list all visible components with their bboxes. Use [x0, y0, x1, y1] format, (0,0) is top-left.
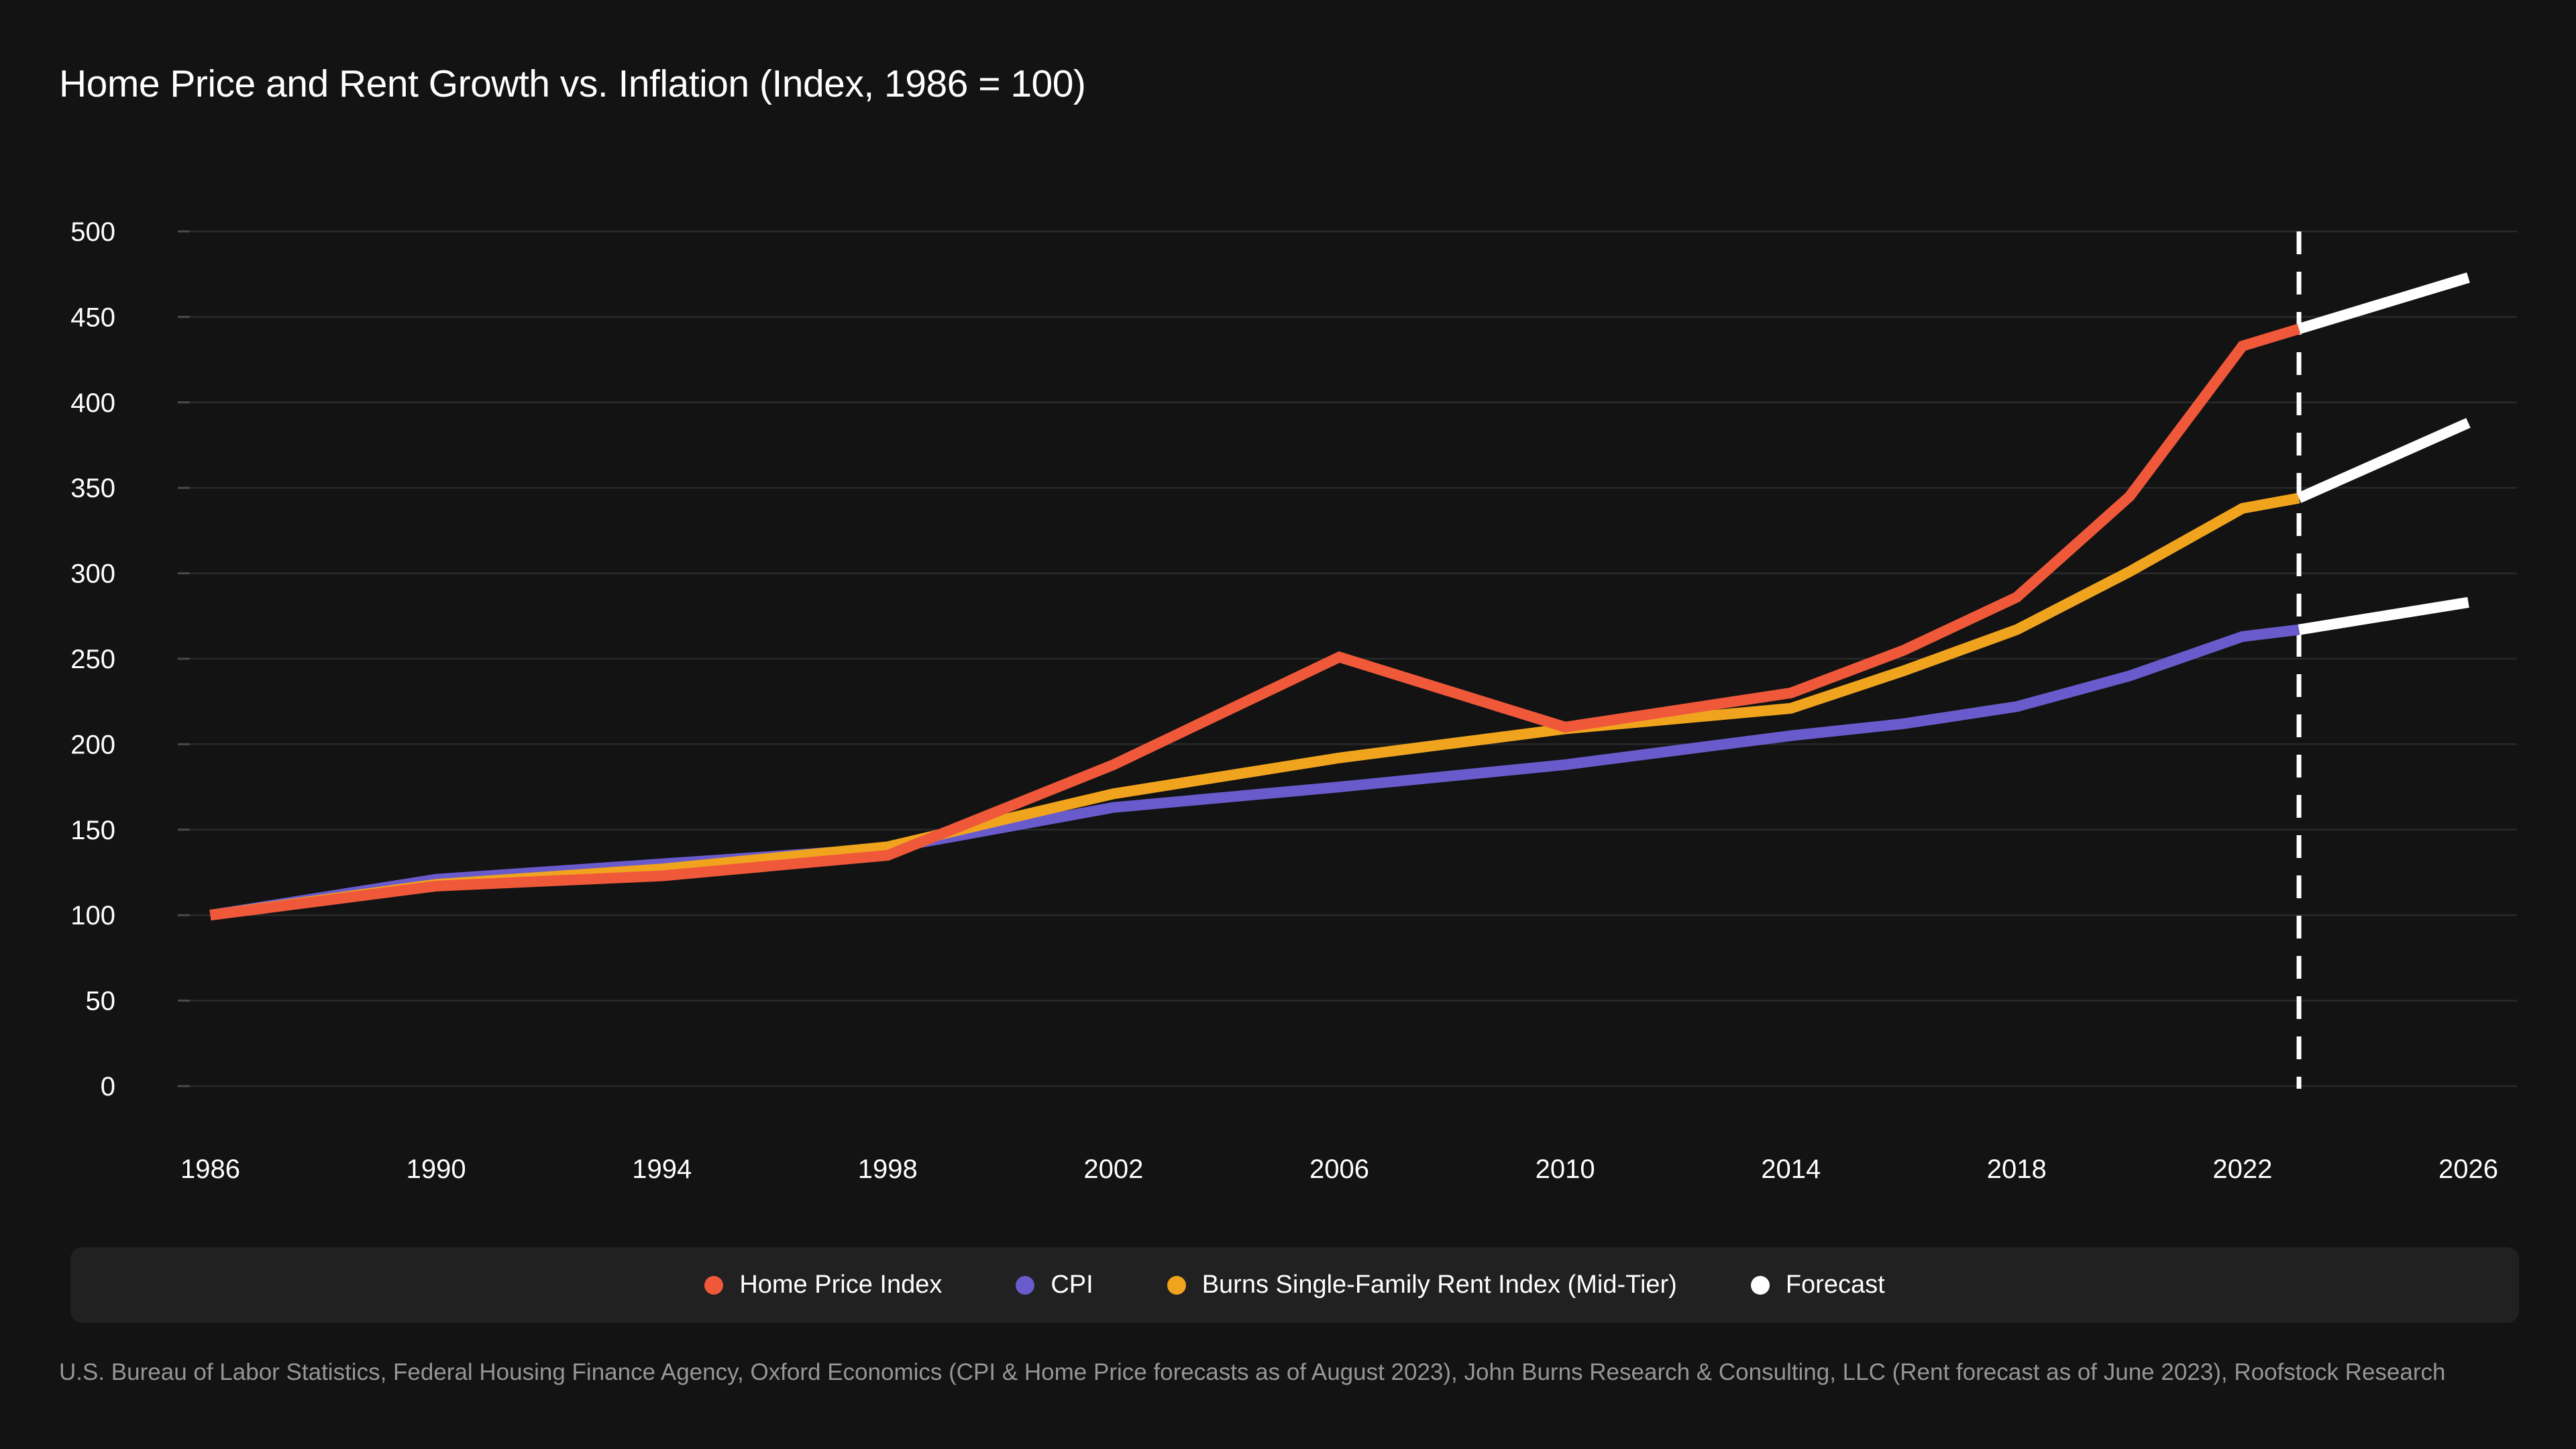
forecast-legend-dot-icon	[1750, 1275, 1770, 1295]
source-note: U.S. Bureau of Labor Statistics, Federal…	[59, 1359, 2446, 1385]
x-axis-label: 2022	[2212, 1155, 2272, 1184]
series-line-cpi-forecast	[2298, 597, 2469, 635]
legend-item-forecast: Forecast	[1750, 1271, 1885, 1299]
series-line-burns-single-family-rent-index-mid-tier-forecast	[2296, 418, 2471, 503]
x-axis-label: 2018	[1987, 1155, 2047, 1184]
x-axis-label: 2002	[1083, 1155, 1143, 1184]
y-axis-label: 0	[101, 1072, 115, 1102]
y-axis-label: 250	[70, 645, 115, 674]
y-axis-label: 450	[70, 303, 115, 332]
series-line-home-price-index-forecast	[2297, 272, 2470, 334]
x-axis-label: 2026	[2438, 1155, 2498, 1184]
x-axis-label: 1986	[180, 1155, 240, 1184]
legend-item-burns-single-family-rent-index-mid-tier: Burns Single-Family Rent Index (Mid-Tier…	[1167, 1271, 1677, 1299]
x-axis-label: 1990	[407, 1155, 466, 1184]
x-axis-label: 1998	[858, 1155, 918, 1184]
y-axis-label: 400	[70, 388, 115, 418]
cpi-legend-dot-icon	[1016, 1275, 1035, 1295]
legend-bar: Home Price Index CPI Burns Single-Family R…	[70, 1247, 2519, 1323]
legend-label: CPI	[1051, 1271, 1093, 1299]
y-axis-label: 100	[70, 901, 115, 930]
x-axis-label: 2010	[1536, 1155, 1595, 1184]
y-axis-label: 50	[86, 987, 116, 1016]
series-line-home-price-index	[209, 323, 2301, 921]
legend-item-home-price-index: Home Price Index	[704, 1271, 942, 1299]
legend-label: Home Price Index	[739, 1271, 943, 1299]
y-axis-label: 150	[70, 816, 115, 845]
y-axis-label: 350	[70, 474, 115, 503]
burns-single-family-rent-index-mid-tier-legend-dot-icon	[1167, 1275, 1186, 1295]
legend-label: Burns Single-Family Rent Index (Mid-Tier…	[1201, 1271, 1677, 1299]
home-price-index-legend-dot-icon	[704, 1275, 724, 1295]
y-axis-label: 200	[70, 730, 115, 759]
x-axis-label: 1994	[632, 1155, 692, 1184]
y-axis-label: 300	[70, 559, 115, 589]
legend-label: Forecast	[1785, 1271, 1885, 1299]
x-axis-label: 2014	[1761, 1155, 1821, 1184]
chart-title: Home Price and Rent Growth vs. Inflation…	[59, 62, 1086, 105]
x-axis-label: 2006	[1309, 1155, 1369, 1184]
y-axis-label: 500	[70, 217, 115, 247]
legend-item-cpi: CPI	[1016, 1271, 1093, 1299]
